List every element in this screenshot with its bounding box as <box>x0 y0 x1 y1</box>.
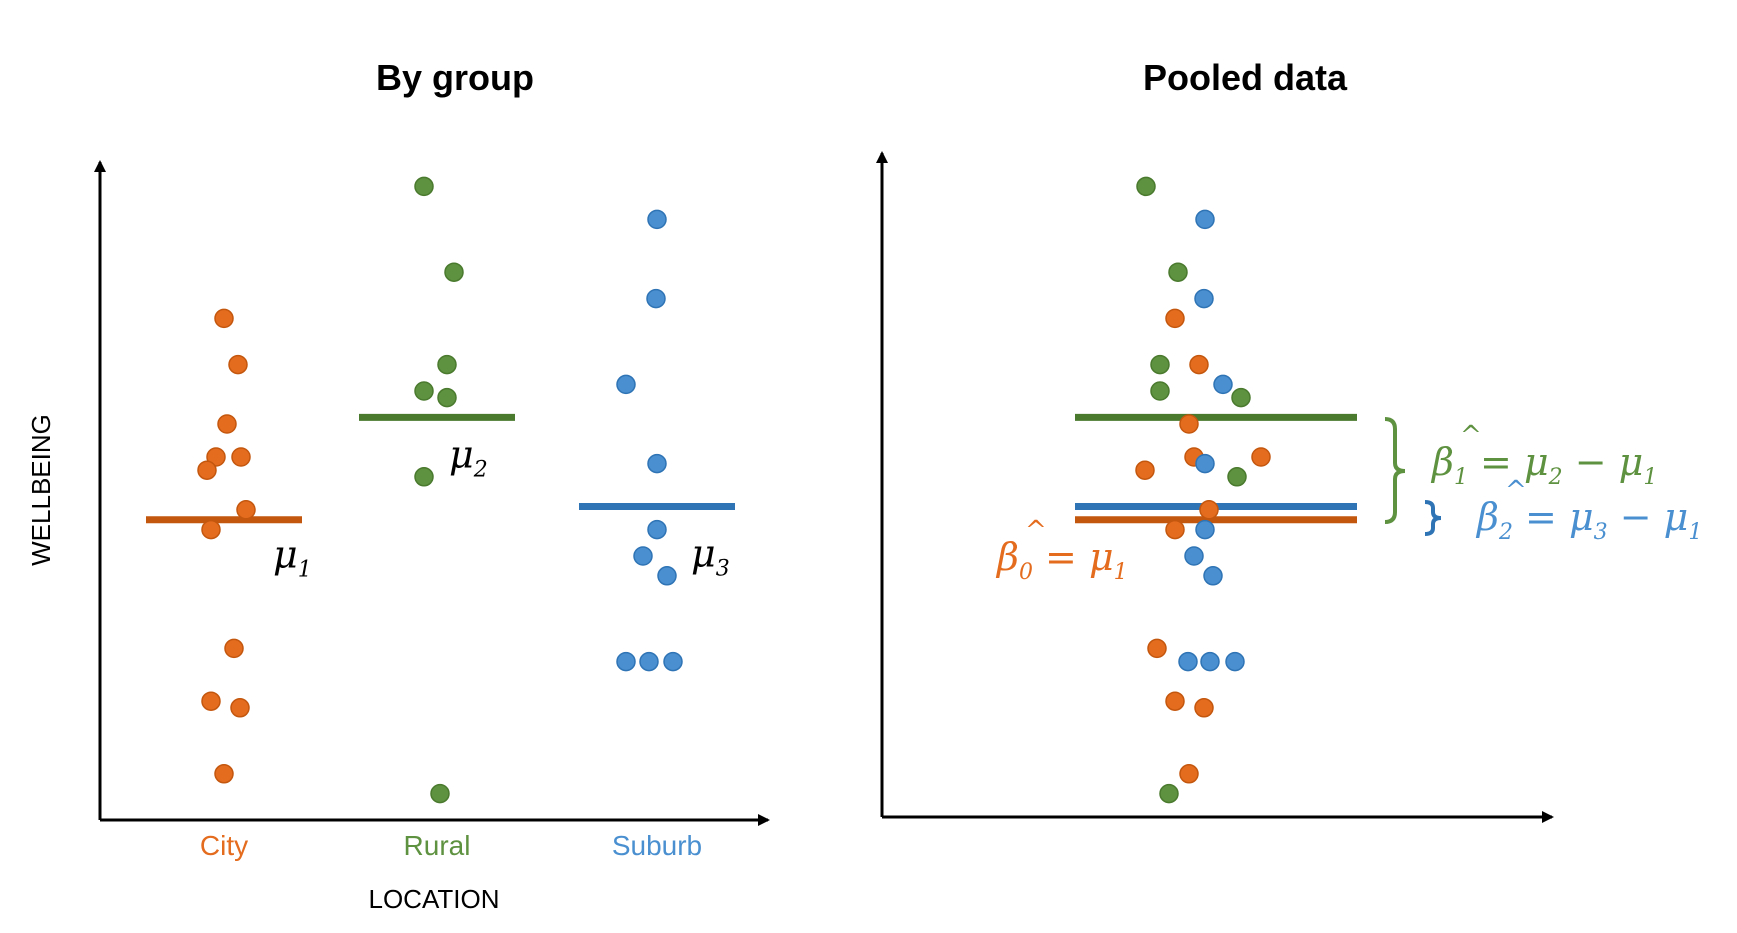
panel-by-group: By group WELLBEING LOCATION City Rural S… <box>26 57 770 914</box>
pooled-point-rural <box>1231 387 1251 408</box>
pooled-point-city <box>1189 354 1209 375</box>
pooled-point-suburb <box>1195 209 1215 230</box>
point-city <box>201 519 221 540</box>
annotation-beta2: β2 = μ3 − μ1 <box>1475 495 1702 545</box>
pooled-point-city <box>1179 764 1199 784</box>
point-rural <box>430 783 450 804</box>
panel-pooled: Pooled data β1 = μ2 − μ1 ^ β2 = μ3 − μ1 … <box>876 57 1702 823</box>
pooled-point-city <box>1179 414 1199 434</box>
pooled-point-rural <box>1168 262 1188 282</box>
point-rural <box>414 381 434 401</box>
chart-title-pooled: Pooled data <box>1143 57 1348 98</box>
point-suburb <box>647 519 667 540</box>
point-suburb <box>647 453 667 474</box>
chart-title-by-group: By group <box>376 57 534 98</box>
point-suburb <box>616 374 636 395</box>
point-suburb <box>647 209 667 230</box>
tick-label-suburb: Suburb <box>612 830 702 861</box>
point-city <box>224 638 244 659</box>
pooled-point-rural <box>1227 467 1247 487</box>
point-city <box>230 698 250 718</box>
mean-label-rural: μ2 <box>449 432 488 482</box>
point-city <box>214 764 234 784</box>
point-rural <box>437 387 457 408</box>
brace-beta2 <box>1424 500 1442 536</box>
pooled-point-city <box>1135 460 1155 480</box>
mean-label-city: μ1 <box>273 533 312 583</box>
point-suburb <box>633 546 653 566</box>
annotation-beta0: β0 = μ1 <box>995 535 1128 585</box>
pooled-point-rural <box>1150 381 1170 401</box>
hat-beta1: ^ <box>1460 421 1482 451</box>
point-rural <box>444 262 464 282</box>
pooled-point-city <box>1147 638 1167 659</box>
point-rural <box>414 176 434 197</box>
point-rural <box>414 467 434 487</box>
mean-label-suburb: μ3 <box>691 532 730 582</box>
annotation-beta1: β1 = μ2 − μ1 <box>1430 440 1657 490</box>
pooled-point-rural <box>1150 354 1170 375</box>
pooled-point-suburb <box>1178 651 1198 672</box>
point-suburb <box>646 288 666 309</box>
point-city <box>197 460 217 480</box>
point-city <box>231 447 251 467</box>
tick-label-rural: Rural <box>404 830 471 861</box>
pooled-point-city <box>1165 519 1185 540</box>
hat-beta0: ^ <box>1025 516 1047 546</box>
point-city <box>236 500 256 520</box>
point-city <box>228 354 248 375</box>
pooled-point-city <box>1165 308 1185 329</box>
pooled-point-suburb <box>1213 374 1233 395</box>
hat-beta2: ^ <box>1505 476 1527 506</box>
tick-label-city: City <box>200 830 248 861</box>
pooled-point-city <box>1199 500 1219 520</box>
x-axis-label: LOCATION <box>369 884 500 914</box>
pooled-point-city <box>1194 698 1214 718</box>
pooled-point-suburb <box>1195 453 1215 474</box>
y-axis-label: WELLBEING <box>26 414 56 566</box>
point-suburb <box>663 651 683 672</box>
point-suburb <box>657 566 677 586</box>
left-marks: μ1 μ2 μ3 <box>146 176 735 804</box>
pooled-point-rural <box>1136 176 1156 197</box>
point-suburb <box>639 651 659 672</box>
point-city <box>206 447 226 467</box>
pooled-point-city <box>1251 447 1271 467</box>
brace-beta1 <box>1384 417 1406 524</box>
pooled-point-suburb <box>1184 546 1204 566</box>
right-marks <box>1075 176 1357 804</box>
pooled-point-suburb <box>1225 651 1245 672</box>
pooled-point-rural <box>1159 783 1179 804</box>
pooled-point-city <box>1165 691 1185 711</box>
point-city <box>217 414 237 434</box>
point-suburb <box>616 651 636 672</box>
pooled-point-suburb <box>1200 651 1220 672</box>
point-city <box>201 691 221 711</box>
point-rural <box>437 354 457 375</box>
pooled-point-suburb <box>1195 519 1215 540</box>
pooled-point-suburb <box>1194 288 1214 309</box>
pooled-point-suburb <box>1203 566 1223 586</box>
point-city <box>214 308 234 329</box>
